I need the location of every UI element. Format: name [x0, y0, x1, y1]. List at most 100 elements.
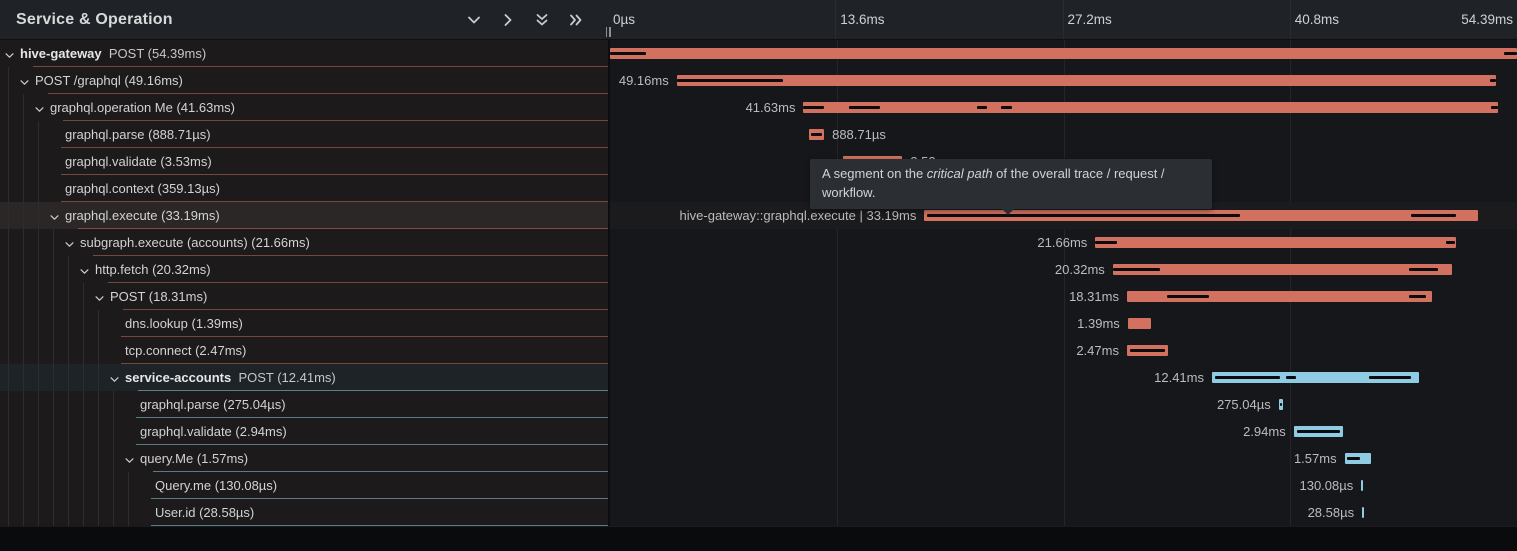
span-bar[interactable] [1127, 318, 1151, 329]
span-bar-row[interactable]: 49.16ms [610, 67, 1517, 94]
tree-row[interactable]: subgraph.execute (accounts) (21.66ms) [0, 229, 608, 256]
tree-row[interactable]: query.Me (1.57ms) [0, 445, 608, 472]
chevron-down-icon[interactable] [109, 372, 120, 390]
span-bar-row[interactable]: 1.39ms [610, 310, 1517, 337]
chevrons-right-icon[interactable] [568, 12, 584, 28]
tree-row[interactable]: graphql.parse (888.71µs) [0, 121, 608, 148]
indent-guide [53, 391, 54, 418]
tree-row[interactable]: tcp.connect (2.47ms) [0, 337, 608, 364]
indent-guide [23, 418, 24, 445]
chevron-down-icon[interactable] [124, 453, 135, 471]
tree-row[interactable]: http.fetch (20.32ms) [0, 256, 608, 283]
indent-guide [8, 337, 9, 364]
indent-guide [128, 499, 129, 526]
span-name-label: graphql.parse (275.04µs) [140, 397, 286, 412]
span-bar-row[interactable]: 888.71µs [610, 121, 1517, 148]
span-duration-label: 130.08µs [1299, 478, 1354, 493]
critical-path-segment [811, 133, 822, 136]
span-bar[interactable] [1278, 399, 1284, 410]
tree-row[interactable]: Query.me (130.08µs) [0, 472, 608, 499]
span-bar[interactable] [1211, 372, 1419, 383]
row-underline [63, 120, 608, 121]
span-bar-row[interactable] [610, 40, 1517, 67]
tree-row[interactable]: graphql.parse (275.04µs) [0, 391, 608, 418]
span-bar[interactable] [610, 48, 1517, 59]
span-name-label: graphql.context (359.13µs) [65, 181, 220, 196]
span-bar[interactable] [1362, 507, 1365, 518]
indent-guide [98, 364, 99, 391]
span-bar-row[interactable]: 12.41ms [610, 364, 1517, 391]
tooltip-caret [1002, 209, 1014, 215]
span-bar[interactable] [809, 129, 825, 140]
indent-guide [98, 310, 99, 337]
span-bar[interactable] [1095, 237, 1457, 248]
span-bar[interactable] [1112, 264, 1452, 275]
indent-guide [38, 283, 39, 310]
tree-row[interactable]: graphql.validate (2.94ms) [0, 418, 608, 445]
service-operation-header: Service & Operation [0, 0, 608, 39]
span-bar-row[interactable]: 20.32ms [610, 256, 1517, 283]
span-bar-row[interactable]: 2.94ms [610, 418, 1517, 445]
critical-path-segment [1296, 430, 1340, 433]
span-bar-row[interactable]: 41.63ms [610, 94, 1517, 121]
indent-guide [68, 337, 69, 364]
chevron-down-icon[interactable] [49, 210, 60, 228]
chevron-down-icon[interactable] [34, 102, 45, 120]
tree-row[interactable]: POST /graphql (49.16ms) [0, 67, 608, 94]
span-bar[interactable] [1126, 291, 1433, 302]
chevrons-down-icon[interactable] [534, 12, 550, 28]
indent-guide [8, 364, 9, 391]
span-bar[interactable] [1126, 345, 1169, 356]
span-bar-row[interactable]: 275.04µs [610, 391, 1517, 418]
timeline-axis: 0µs 13.6ms 27.2ms 40.8ms 54.39ms [608, 0, 1517, 39]
chevron-down-icon[interactable] [94, 291, 105, 309]
span-bar[interactable] [924, 210, 1478, 221]
span-bar[interactable] [676, 75, 1497, 86]
span-name-label: dns.lookup (1.39ms) [125, 316, 243, 331]
chevron-down-icon[interactable] [79, 264, 90, 282]
tree-row[interactable]: graphql.execute (33.19ms) [0, 202, 608, 229]
span-bar-row[interactable]: 28.58µs [610, 499, 1517, 526]
span-duration-label: 12.41ms [1154, 370, 1204, 385]
tree-row[interactable]: dns.lookup (1.39ms) [0, 310, 608, 337]
critical-path-segment [1409, 268, 1439, 271]
axis-tick-label: 13.6ms [840, 12, 885, 27]
tree-row[interactable]: graphql.validate (3.53ms) [0, 148, 608, 175]
indent-guide [38, 175, 39, 202]
indent-guide [8, 391, 9, 418]
tree-row[interactable]: service-accounts POST (12.41ms) [0, 364, 608, 391]
chevron-down-icon[interactable] [466, 12, 482, 28]
span-bar-row[interactable]: 1.57ms [610, 445, 1517, 472]
chevron-down-icon[interactable] [64, 237, 75, 255]
span-bar[interactable] [803, 102, 1498, 113]
critical-path-segment [1346, 457, 1360, 460]
span-bar[interactable] [1293, 426, 1343, 437]
indent-guide [83, 391, 84, 418]
span-bar[interactable] [1344, 453, 1371, 464]
indent-guide [53, 364, 54, 391]
tree-row[interactable]: graphql.operation Me (41.63ms) [0, 94, 608, 121]
chevron-right-icon[interactable] [500, 12, 516, 28]
span-bar-row[interactable]: 18.31ms [610, 283, 1517, 310]
span-name-label: query.Me (1.57ms) [140, 451, 249, 466]
span-bar-row[interactable]: 21.66ms [610, 229, 1517, 256]
critical-path-tooltip: A segment on the critical path of the ov… [810, 159, 1212, 215]
tree-row[interactable]: User.id (28.58µs) [0, 499, 608, 526]
critical-path-segment [1409, 295, 1427, 298]
span-bar[interactable] [1361, 480, 1364, 491]
axis-gridline [835, 0, 837, 39]
span-bar-row[interactable]: 2.47ms [610, 337, 1517, 364]
tree-row[interactable]: hive-gateway POST (54.39ms) [0, 40, 608, 67]
indent-guide [128, 472, 129, 499]
indent-guide [68, 310, 69, 337]
indent-guide [23, 202, 24, 229]
chevron-down-icon[interactable] [4, 48, 15, 66]
panel-resize-handle[interactable] [604, 27, 612, 37]
chevron-down-icon[interactable] [19, 75, 30, 93]
tree-row[interactable]: POST (18.31ms) [0, 283, 608, 310]
tree-row[interactable]: graphql.context (359.13µs) [0, 175, 608, 202]
span-bar-row[interactable]: 130.08µs [610, 472, 1517, 499]
indent-guide [98, 445, 99, 472]
indent-guide [8, 175, 9, 202]
row-underline [151, 498, 608, 499]
